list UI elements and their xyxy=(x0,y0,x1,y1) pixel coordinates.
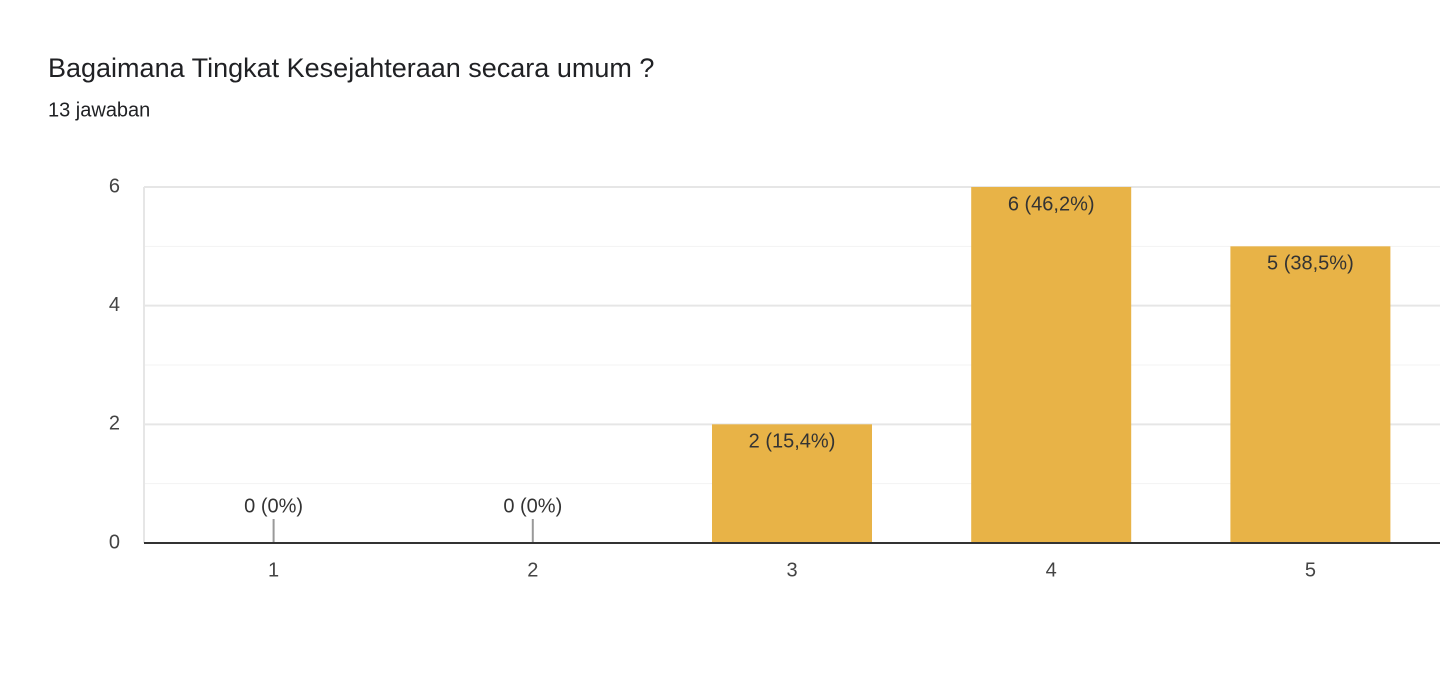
data-label: 6 (46,2%) xyxy=(1008,193,1095,215)
x-tick-label: 4 xyxy=(1046,559,1057,581)
chart-title: Bagaimana Tingkat Kesejahteraan secara u… xyxy=(48,53,654,83)
x-tick-label: 3 xyxy=(786,559,797,581)
x-tick-label: 1 xyxy=(268,559,279,581)
data-label: 5 (38,5%) xyxy=(1267,253,1354,275)
y-tick-label: 2 xyxy=(109,413,120,435)
y-tick-label: 6 xyxy=(109,175,120,197)
x-tick-label: 2 xyxy=(527,559,538,581)
data-label: 0 (0%) xyxy=(503,495,562,517)
x-tick-label: 5 xyxy=(1305,559,1316,581)
data-label: 0 (0%) xyxy=(244,495,303,517)
chart-subtitle: 13 jawaban xyxy=(48,99,150,121)
bar xyxy=(712,424,872,543)
bar xyxy=(1230,246,1391,544)
data-label: 2 (15,4%) xyxy=(749,431,836,453)
y-tick-label: 4 xyxy=(109,294,120,316)
bar xyxy=(971,187,1132,543)
y-tick-label: 0 xyxy=(109,531,120,553)
